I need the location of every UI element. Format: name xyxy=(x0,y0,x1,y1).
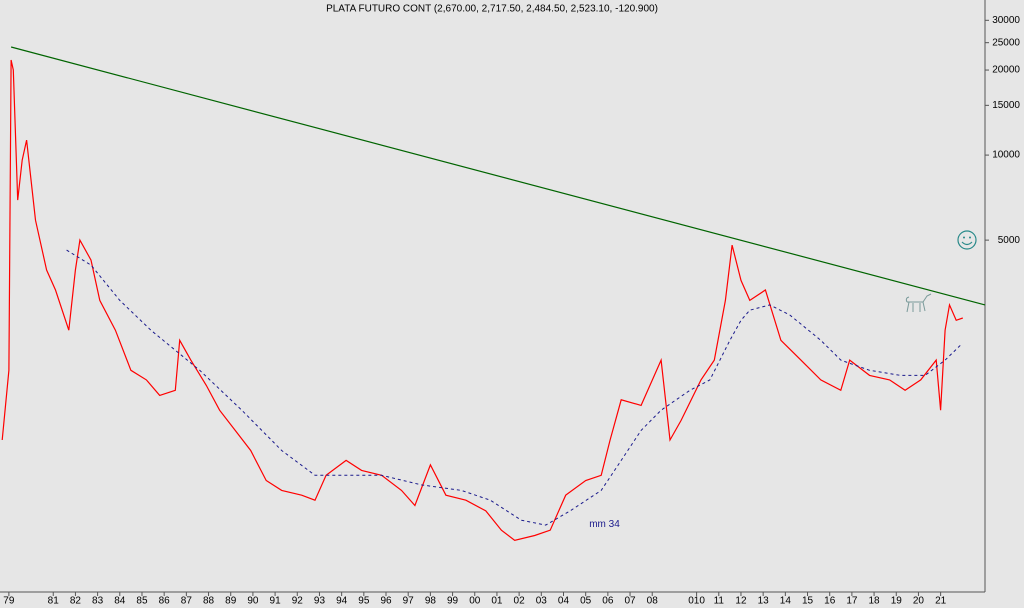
x-tick-label: 17 xyxy=(846,596,858,607)
series-line xyxy=(1,59,963,541)
x-tick-label: 20 xyxy=(913,596,925,607)
series-line xyxy=(10,46,986,306)
x-tick-label: 14 xyxy=(780,596,792,607)
x-tick-label: 89 xyxy=(225,596,237,607)
x-tick-label: 88 xyxy=(203,596,215,607)
x-tick-label: 94 xyxy=(336,596,348,607)
x-tick-label: 84 xyxy=(114,596,126,607)
x-tick-label: 93 xyxy=(314,596,326,607)
x-tick-label: 99 xyxy=(447,596,459,607)
y-tick-label: 5000 xyxy=(998,235,1021,246)
x-tick-label: 01 xyxy=(491,596,503,607)
x-tick-label: 86 xyxy=(159,596,171,607)
y-tick-label: 30000 xyxy=(992,15,1020,26)
x-tick-label: 11 xyxy=(714,596,725,607)
x-tick-label: 12 xyxy=(735,596,747,607)
x-tick-label: 95 xyxy=(358,596,370,607)
x-tick-label: 08 xyxy=(647,596,659,607)
x-tick-label: 15 xyxy=(802,596,814,607)
series-line xyxy=(66,249,961,526)
y-tick-label: 15000 xyxy=(992,100,1020,111)
x-tick-label: 98 xyxy=(425,596,437,607)
goat-icon xyxy=(905,293,932,313)
x-tick-label: 18 xyxy=(869,596,881,607)
series-label: mm 34 xyxy=(589,519,620,530)
x-tick-label: 83 xyxy=(92,596,104,607)
y-tick-label: 20000 xyxy=(992,65,1020,76)
x-tick-label: 16 xyxy=(824,596,836,607)
x-tick-label: 85 xyxy=(136,596,148,607)
x-tick-label: 21 xyxy=(935,596,947,607)
x-tick-label: 81 xyxy=(48,596,60,607)
x-tick-label: 19 xyxy=(891,596,903,607)
x-tick-label: 79 xyxy=(3,596,15,607)
x-tick-label: 97 xyxy=(403,596,415,607)
x-tick-label: 03 xyxy=(536,596,548,607)
x-tick-label: 04 xyxy=(558,596,570,607)
x-tick-label: 05 xyxy=(580,596,592,607)
x-tick-label: 02 xyxy=(514,596,526,607)
x-tick-label: 010 xyxy=(688,596,705,607)
y-tick-label: 25000 xyxy=(992,37,1020,48)
x-tick-label: 82 xyxy=(70,596,82,607)
smiley-icon xyxy=(957,230,977,250)
x-tick-label: 07 xyxy=(624,596,636,607)
x-tick-label: 00 xyxy=(469,596,481,607)
x-tick-label: 87 xyxy=(181,596,193,607)
x-tick-label: 90 xyxy=(247,596,259,607)
x-tick-label: 96 xyxy=(380,596,392,607)
x-tick-label: 06 xyxy=(602,596,614,607)
x-tick-label: 92 xyxy=(292,596,304,607)
chart-title: PLATA FUTURO CONT (2,670.00, 2,717.50, 2… xyxy=(326,4,658,15)
x-tick-label: 91 xyxy=(270,596,282,607)
y-tick-label: 10000 xyxy=(992,150,1020,161)
x-tick-label: 13 xyxy=(758,596,770,607)
